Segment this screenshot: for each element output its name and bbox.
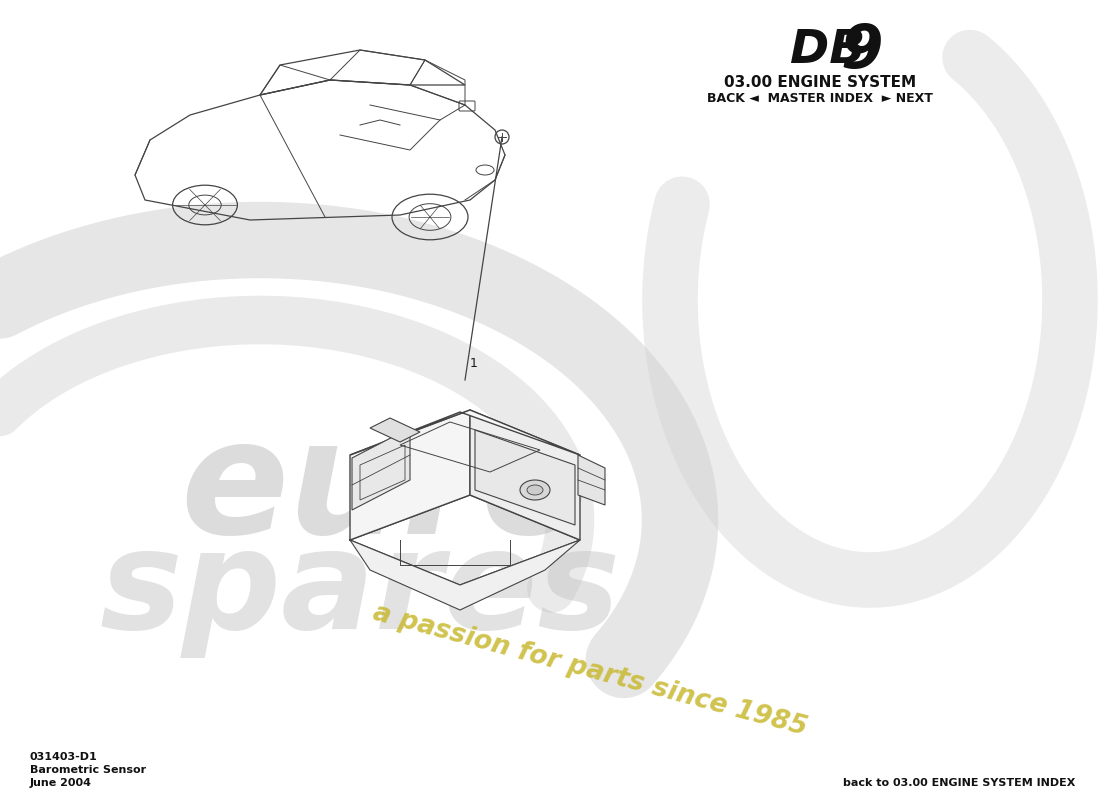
Polygon shape <box>350 410 580 455</box>
Text: a passion for parts since 1985: a passion for parts since 1985 <box>370 599 810 741</box>
Ellipse shape <box>520 480 550 500</box>
Text: 031403-D1: 031403-D1 <box>30 752 98 762</box>
Ellipse shape <box>527 485 543 495</box>
Polygon shape <box>475 430 575 525</box>
Polygon shape <box>578 455 605 505</box>
Polygon shape <box>350 410 470 540</box>
Text: 1: 1 <box>470 357 477 370</box>
Text: back to 03.00 ENGINE SYSTEM INDEX: back to 03.00 ENGINE SYSTEM INDEX <box>843 778 1075 788</box>
Polygon shape <box>350 540 580 610</box>
Polygon shape <box>370 418 420 442</box>
Text: euro: euro <box>180 413 591 567</box>
Text: DB: DB <box>790 28 866 73</box>
Text: BACK ◄  MASTER INDEX  ► NEXT: BACK ◄ MASTER INDEX ► NEXT <box>707 92 933 105</box>
Text: 03.00 ENGINE SYSTEM: 03.00 ENGINE SYSTEM <box>724 75 916 90</box>
Polygon shape <box>470 410 580 540</box>
Text: spares: spares <box>100 522 622 658</box>
Text: June 2004: June 2004 <box>30 778 92 788</box>
Polygon shape <box>352 428 410 510</box>
Text: Barometric Sensor: Barometric Sensor <box>30 765 146 775</box>
Text: 9: 9 <box>840 22 882 81</box>
